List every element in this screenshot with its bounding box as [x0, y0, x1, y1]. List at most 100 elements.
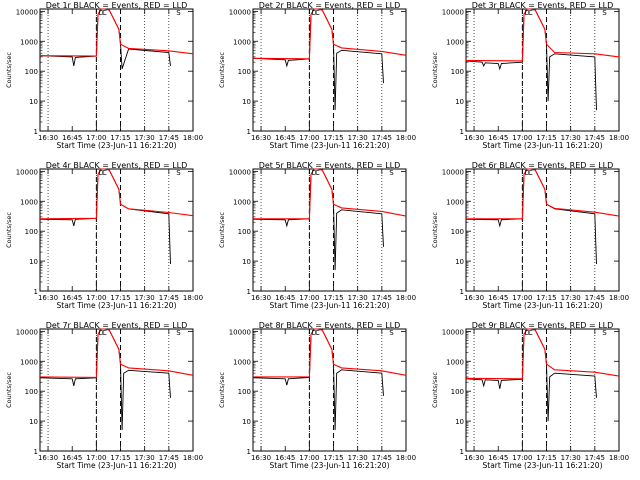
- x-axis-label: Start Time (23-Jun-11 16:21:20): [483, 461, 603, 470]
- top-marker-label: C: [315, 169, 320, 177]
- top-marker-label: S: [176, 9, 181, 17]
- y-tick-label: 1: [247, 448, 251, 456]
- x-tick-label: 18:00: [183, 134, 203, 142]
- events-series-line: [465, 168, 597, 265]
- x-tick-label: 17:30: [135, 454, 155, 462]
- plot-frame: [39, 168, 194, 292]
- x-tick-label: 17:00: [512, 134, 532, 142]
- y-tick-label: 1000: [233, 198, 251, 206]
- top-marker-label: S: [602, 169, 607, 177]
- y-axis-label: Counts/sec: [5, 372, 13, 408]
- y-tick-label: 10: [242, 418, 251, 426]
- y-tick-label: 10: [29, 258, 38, 266]
- y-tick-label: 1: [460, 448, 464, 456]
- y-axis-label: Counts/sec: [5, 52, 13, 88]
- x-tick-label: 17:45: [159, 294, 179, 302]
- y-tick-label: 1: [460, 128, 464, 136]
- y-axis-label: Counts/sec: [218, 52, 226, 88]
- y-tick-label: 100: [451, 388, 464, 396]
- y-tick-label: 100: [25, 388, 38, 396]
- y-axis-label: Counts/sec: [5, 212, 13, 248]
- y-tick-label: 10000: [442, 328, 464, 336]
- x-tick-label: 18:00: [396, 454, 416, 462]
- top-marker-label: C: [102, 329, 107, 337]
- y-tick-label: 10000: [16, 168, 38, 176]
- x-axis-label: Start Time (23-Jun-11 16:21:20): [270, 301, 390, 310]
- y-tick-label: 1: [247, 288, 251, 296]
- top-marker-label: D: [525, 9, 530, 17]
- panel-8: Det 8r BLACK = Events, RED = LLD 1 10 100 10…: [218, 321, 416, 470]
- x-tick-label: 18:00: [183, 294, 203, 302]
- x-tick-label: 16:45: [62, 134, 82, 142]
- x-tick-label: 17:00: [299, 294, 319, 302]
- lld-series-line: [252, 8, 407, 60]
- top-marker-label: S: [602, 329, 607, 337]
- x-tick-label: 17:15: [323, 294, 343, 302]
- panel-title: Det 2r BLACK = Events, RED = LLD: [259, 1, 401, 10]
- panel-title: Det 3r BLACK = Events, RED = LLD: [472, 1, 614, 10]
- x-tick-label: 18:00: [609, 134, 629, 142]
- y-tick-label: 1000: [20, 198, 38, 206]
- top-marker-label: D: [99, 9, 104, 17]
- x-axis-label: Start Time (23-Jun-11 16:21:20): [483, 141, 603, 150]
- top-marker-label: S: [602, 9, 607, 17]
- x-tick-label: 17:45: [372, 294, 392, 302]
- top-marker-label: C: [102, 169, 107, 177]
- y-tick-label: 1000: [446, 358, 464, 366]
- x-tick-label: 17:00: [512, 294, 532, 302]
- panel-title: Det 7r BLACK = Events, RED = LLD: [46, 321, 188, 330]
- top-marker-label: S: [389, 169, 394, 177]
- top-marker-label: S: [389, 9, 394, 17]
- x-tick-label: 17:45: [372, 454, 392, 462]
- top-marker-label: D: [99, 169, 104, 177]
- top-marker-label: D: [312, 9, 317, 17]
- lld-series-line: [253, 168, 407, 220]
- x-tick-label: 16:30: [251, 454, 271, 462]
- events-series-line: [465, 328, 597, 422]
- y-axis-label: Counts/sec: [431, 212, 439, 248]
- top-marker-label: C: [528, 9, 533, 17]
- y-tick-label: 10: [29, 98, 38, 106]
- x-tick-label: 17:30: [561, 134, 581, 142]
- y-tick-label: 1000: [446, 38, 464, 46]
- events-series-line: [252, 168, 384, 271]
- x-tick-label: 16:45: [275, 294, 295, 302]
- x-tick-label: 16:30: [251, 134, 271, 142]
- x-tick-label: 18:00: [609, 294, 629, 302]
- x-tick-label: 17:15: [110, 294, 130, 302]
- x-tick-label: 17:30: [135, 134, 155, 142]
- panel-9: Det 9r BLACK = Events, RED = LLD 1 10 100 10…: [431, 321, 629, 470]
- events-series-line: [252, 8, 384, 111]
- top-marker-label: D: [99, 329, 104, 337]
- plot-frame: [465, 168, 620, 292]
- y-tick-label: 1: [460, 288, 464, 296]
- top-marker-label: D: [312, 169, 317, 177]
- y-tick-label: 1: [34, 448, 38, 456]
- y-axis-label: Counts/sec: [218, 212, 226, 248]
- plot-frame: [465, 8, 620, 132]
- x-tick-label: 17:45: [585, 294, 605, 302]
- y-tick-label: 1: [247, 128, 251, 136]
- y-tick-label: 10000: [16, 328, 38, 336]
- y-tick-label: 1: [34, 288, 38, 296]
- y-axis-label: Counts/sec: [431, 372, 439, 408]
- top-marker-label: D: [525, 169, 530, 177]
- lld-series-line: [39, 168, 194, 220]
- y-tick-label: 100: [238, 228, 251, 236]
- x-tick-label: 16:45: [62, 454, 82, 462]
- x-tick-label: 17:45: [585, 134, 605, 142]
- panel-1: Det 1r BLACK = Events, RED = LLD 1 10 100 10…: [5, 1, 203, 150]
- x-tick-label: 17:15: [110, 454, 130, 462]
- panel-3: Det 3r BLACK = Events, RED = LLD 1 10 100 10…: [431, 1, 629, 150]
- x-tick-label: 17:30: [561, 454, 581, 462]
- x-tick-label: 17:45: [159, 134, 179, 142]
- x-tick-label: 17:15: [536, 294, 556, 302]
- y-tick-label: 10: [29, 418, 38, 426]
- lld-series-line: [466, 168, 620, 220]
- x-tick-label: 16:45: [488, 294, 508, 302]
- y-axis-label: Counts/sec: [218, 372, 226, 408]
- panel-2: Det 2r BLACK = Events, RED = LLD 1 10 100 10…: [218, 1, 416, 150]
- x-tick-label: 17:15: [323, 454, 343, 462]
- x-tick-label: 17:00: [299, 454, 319, 462]
